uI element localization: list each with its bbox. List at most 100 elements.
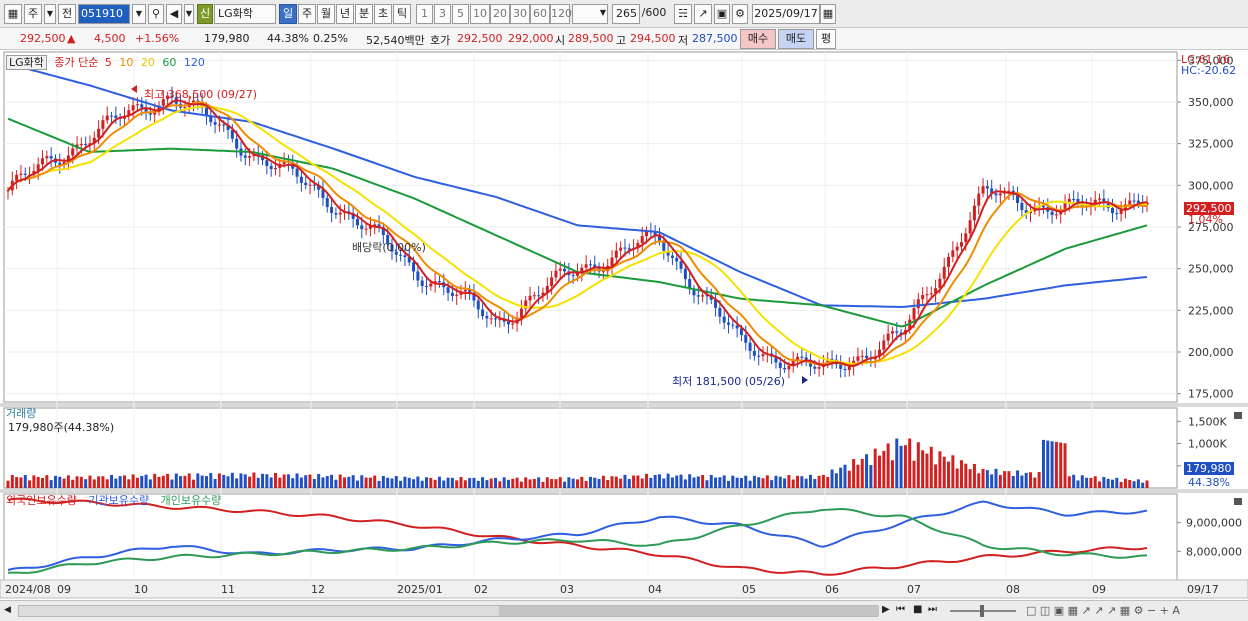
chart-area[interactable]: 175,000 200,000 225,000 250,000 275,000 300,0… <box>0 50 1248 602</box>
search-icon[interactable]: ⚲ <box>148 4 164 24</box>
volume-bar <box>1059 442 1063 488</box>
period-button-2[interactable]: 월 <box>317 4 335 24</box>
candle-body <box>368 225 372 229</box>
candle-body <box>972 205 976 221</box>
candle-body <box>105 115 109 121</box>
draw-line-icon[interactable]: ↗ <box>694 4 712 24</box>
candle-body <box>679 261 683 269</box>
volume-bar <box>563 481 567 488</box>
scroll-left-icon[interactable]: ◀ <box>4 605 11 615</box>
date-input[interactable]: 2025/09/17 <box>752 4 820 24</box>
volume-bar <box>153 473 157 488</box>
candle-body <box>847 366 851 371</box>
panel-close-icon <box>1234 498 1242 505</box>
candle-body <box>472 292 476 301</box>
interval-button-4[interactable]: 20 <box>490 4 510 24</box>
period-button-5[interactable]: 초 <box>374 4 392 24</box>
gear-icon[interactable]: ⚙ <box>732 4 748 24</box>
save-icon[interactable]: ▣ <box>714 4 730 24</box>
interval-button-6[interactable]: 60 <box>530 4 550 24</box>
layout-icon[interactable]: ▦ <box>4 4 22 24</box>
interval-button-0[interactable]: 1 <box>416 4 433 24</box>
volume-bar <box>567 477 571 488</box>
code-dropdown-icon[interactable]: ▼ <box>132 4 146 24</box>
volume-bar <box>994 468 998 488</box>
volume-bar <box>584 481 588 488</box>
first-page-icon[interactable]: ⏮ <box>896 604 905 615</box>
volume-bar <box>1110 479 1114 488</box>
period-button-6[interactable]: 틱 <box>393 4 411 24</box>
zoom-slider[interactable] <box>950 605 1016 617</box>
zoom-slider-handle[interactable] <box>980 605 984 617</box>
period-button-0[interactable]: 일 <box>279 4 297 24</box>
volume-bar <box>230 472 234 488</box>
buy-button[interactable]: 매수 <box>740 29 776 49</box>
volume-bar <box>657 474 661 488</box>
candle-body <box>1007 190 1011 192</box>
candle-body <box>895 331 899 333</box>
volume-bar <box>235 478 239 488</box>
interval-button-7[interactable]: 120 <box>550 4 572 24</box>
candle-body <box>446 287 450 293</box>
horizontal-scrollbar[interactable] <box>18 605 879 617</box>
volume-bar <box>166 473 170 488</box>
speaker-dropdown-icon[interactable]: ▼ <box>184 4 194 24</box>
volume-bar <box>407 477 411 488</box>
count-input[interactable]: 265 <box>612 4 640 24</box>
stop-icon[interactable]: ■ <box>913 604 923 615</box>
speaker-icon[interactable]: ◀ <box>166 4 182 24</box>
volume-bar <box>1046 440 1050 488</box>
prev-button[interactable]: 전 <box>58 4 76 24</box>
volume-bar <box>321 477 325 488</box>
volume-bar <box>619 478 623 488</box>
candle-body <box>744 335 748 343</box>
interval-dropdown-icon[interactable]: ▼ <box>599 8 607 17</box>
period-button-1[interactable]: 주 <box>298 4 316 24</box>
candle-body <box>144 107 148 113</box>
interval-button-5[interactable]: 30 <box>510 4 530 24</box>
candle-body <box>878 349 882 357</box>
interval-button-1[interactable]: 3 <box>434 4 451 24</box>
period-button-3[interactable]: 년 <box>336 4 354 24</box>
volume-bar <box>174 473 178 488</box>
candle-body <box>584 264 588 268</box>
last-page-icon[interactable]: ⏭ <box>928 604 937 615</box>
candle-body <box>312 184 316 186</box>
volume-bar <box>519 481 523 488</box>
candle-body <box>183 107 187 109</box>
calendar-icon[interactable]: ▦ <box>820 4 836 24</box>
sell-button[interactable]: 매도 <box>778 29 814 49</box>
bottom-toolbar: ◀ ▶ ⏮ ■ ⏭ □ ◫ ▣ ▦ ↗ ↗ ↗ ▦ ⚙ − + A <box>0 600 1248 621</box>
candle-body <box>407 256 411 263</box>
candle-body <box>476 300 480 310</box>
scroll-thumb[interactable] <box>499 606 879 616</box>
price-stock-tag: LG화학 <box>6 55 47 70</box>
volume-bar <box>925 453 929 488</box>
volume-bar <box>942 456 946 488</box>
average-button[interactable]: 평 <box>816 29 836 49</box>
candle-type-icon[interactable]: ☵ <box>674 4 692 24</box>
volume-bar <box>239 473 243 488</box>
x-tick-label: 11 <box>221 583 235 596</box>
interval-button-2[interactable]: 5 <box>452 4 469 24</box>
volume-bar <box>304 475 308 488</box>
scroll-right-icon[interactable]: ▶ <box>882 604 890 615</box>
interval-button-3[interactable]: 10 <box>470 4 490 24</box>
candle-body <box>403 255 407 257</box>
period-button-4[interactable]: 분 <box>355 4 373 24</box>
market-button[interactable]: 주 <box>24 4 42 24</box>
candle-body <box>373 224 377 226</box>
candle-body <box>545 285 549 293</box>
volume-bar <box>1123 478 1127 488</box>
candle-body <box>489 318 493 320</box>
volume-bar <box>865 454 869 488</box>
market-dropdown-icon[interactable]: ▼ <box>44 4 56 24</box>
volume-bar <box>765 475 769 488</box>
volume-bar <box>675 475 679 488</box>
interval-dropdown[interactable] <box>572 4 608 24</box>
candle-body <box>1050 211 1054 216</box>
candle-body <box>951 250 955 257</box>
tools-icons[interactable]: □ ◫ ▣ ▦ ↗ ↗ ↗ ▦ ⚙ − + A <box>1026 604 1180 617</box>
stock-code-input[interactable]: 051910 <box>78 4 130 24</box>
candle-body <box>204 107 208 116</box>
